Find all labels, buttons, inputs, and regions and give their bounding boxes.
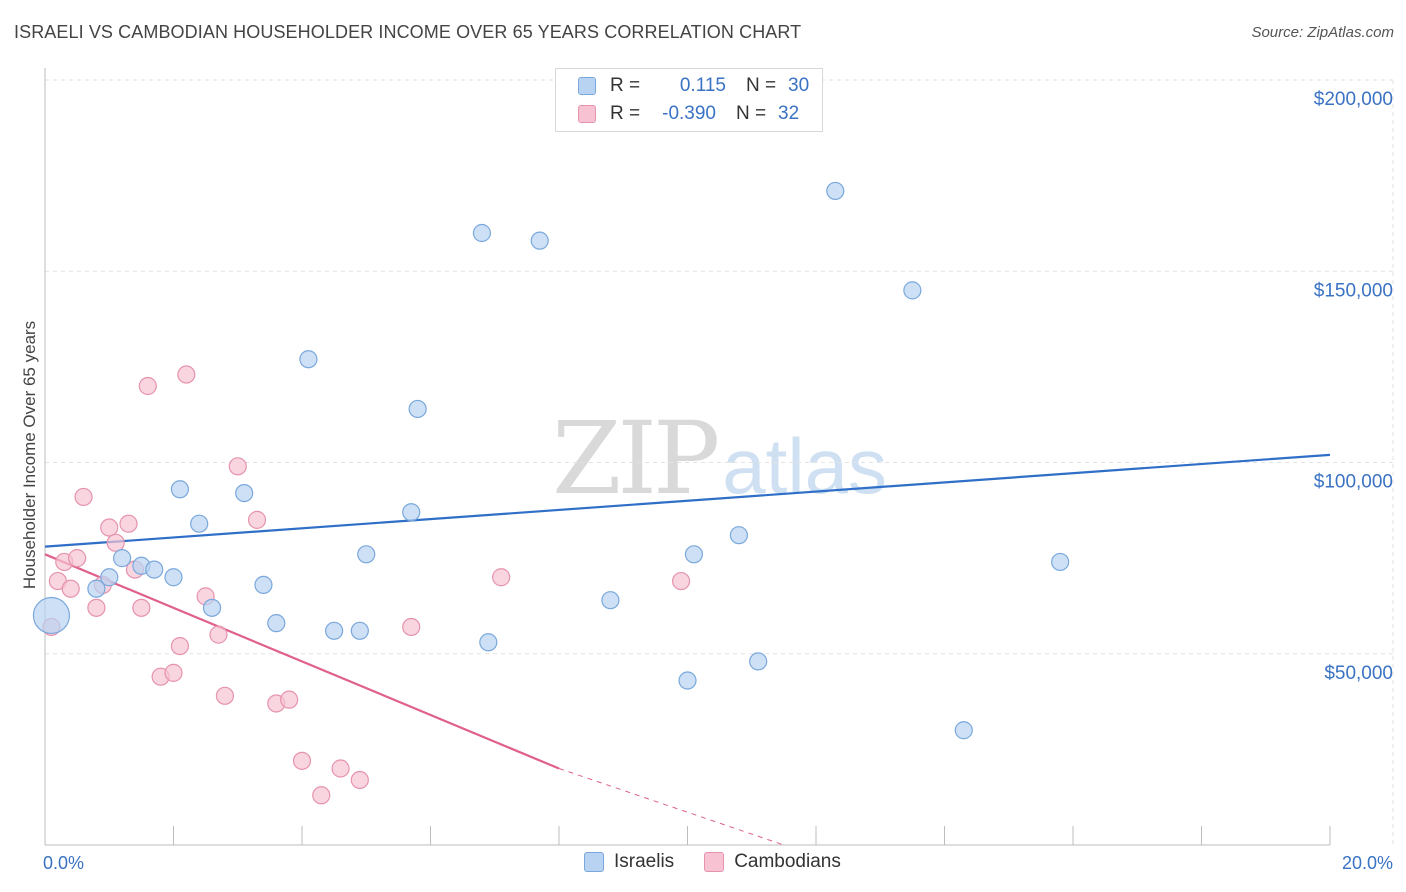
y-tick-label: $150,000: [1314, 280, 1393, 301]
israelis-point: [202, 598, 222, 617]
israelis-point: [164, 568, 183, 587]
watermark-zip: ZIP: [552, 400, 720, 517]
watermark: ZIPatlas: [552, 400, 887, 517]
israelis-point: [235, 484, 254, 503]
cambodians-point: [215, 686, 234, 705]
israelis-point: [1051, 552, 1070, 572]
israelis-swatch: [578, 77, 596, 95]
israelis-point: [170, 480, 190, 499]
cambodians-point: [331, 759, 350, 778]
cambodians-legend-swatch: [704, 852, 725, 872]
israelis-point: [408, 399, 427, 419]
cambodians-point: [312, 786, 331, 805]
israelis-point: [350, 621, 369, 640]
cambodians-point: [119, 514, 138, 533]
israelis-point: [903, 281, 922, 300]
series-legend: Israelis Cambodians: [584, 851, 871, 873]
cambodians-point: [671, 571, 691, 591]
cambodians-point: [164, 663, 183, 682]
legend-row-israelis: R = 0.115 N = 30: [578, 73, 809, 99]
israelis-point: [100, 568, 119, 587]
israelis-point: [678, 671, 697, 690]
legend-r-label: R =: [610, 103, 641, 124]
israelis-point: [254, 575, 273, 595]
cambodians-point: [61, 579, 80, 598]
israelis-point: [325, 621, 344, 640]
cambodians-trend-extension: [558, 768, 785, 846]
cambodians-point: [138, 376, 157, 396]
legend-n-label: N =: [736, 103, 767, 124]
cambodians-point: [106, 533, 125, 552]
cambodians-point: [132, 598, 151, 617]
y-tick-label: $200,000: [1314, 89, 1393, 110]
israelis-point: [826, 181, 845, 201]
israelis-point: [145, 560, 164, 579]
israelis-point: [530, 231, 549, 250]
cambodians-swatch: [578, 105, 596, 123]
legend-item-israelis[interactable]: Israelis: [584, 851, 674, 873]
cambodians-legend-label: Cambodians: [734, 851, 841, 872]
israelis-legend-label: Israelis: [614, 851, 675, 872]
cambodians-point: [209, 625, 228, 644]
cambodians-trend-line: [44, 553, 560, 770]
israelis-point: [954, 721, 973, 740]
israelis-point: [357, 545, 376, 564]
trend-lines: [44, 453, 1331, 846]
x-tick-label: 20.0%: [1342, 853, 1393, 873]
tick-labels: $50,000 $100,000 $150,000 $200,000 0.0% 20.0%: [43, 89, 1393, 873]
cambodians-point: [280, 690, 299, 709]
cambodians-point: [492, 568, 511, 587]
cambodians-point: [87, 598, 106, 617]
y-tick-label: $50,000: [1324, 663, 1393, 684]
israelis-point: [684, 545, 704, 564]
israelis-point: [601, 591, 620, 610]
israelis-point: [32, 596, 71, 635]
cambodians-point: [228, 457, 247, 476]
israelis-trend-line: [44, 453, 1331, 548]
israelis-point: [479, 633, 498, 652]
cambodians-point: [247, 510, 267, 529]
cambodians-point: [177, 365, 196, 384]
legend-n-value: 32: [778, 103, 800, 124]
cambodians-point: [350, 770, 369, 790]
israelis-point: [749, 652, 768, 671]
grid: [45, 79, 1395, 845]
cambodians-point: [74, 487, 93, 507]
legend-n-value: 30: [788, 75, 810, 96]
israelis-point: [472, 223, 491, 243]
axes: [44, 68, 1331, 846]
israelis-point: [112, 549, 132, 568]
cambodians-point: [402, 617, 421, 637]
israelis-point: [267, 614, 286, 633]
y-axis-title: Householder Income Over 65 years: [20, 321, 39, 589]
israelis-point: [729, 526, 749, 545]
legend-row-cambodians: R = -0.390 N = 32: [578, 101, 799, 127]
legend-n-label: N =: [746, 75, 777, 96]
legend-r-value: -0.390: [662, 103, 716, 124]
legend-r-label: R =: [610, 75, 641, 96]
legend-item-cambodians[interactable]: Cambodians: [704, 851, 841, 873]
cambodians-point: [68, 549, 87, 568]
x-tick-label: 0.0%: [43, 853, 84, 873]
israelis-point: [87, 579, 106, 598]
source-label: Source: ZipAtlas.com: [1251, 24, 1394, 41]
israelis-legend-swatch: [584, 852, 604, 872]
israelis-point: [190, 514, 209, 533]
y-tick-label: $100,000: [1314, 472, 1393, 493]
israelis-point: [402, 503, 421, 522]
correlation-legend: R = 0.115 N = 30 R = -0.390 N = 32: [555, 68, 823, 132]
cambodians-point: [170, 636, 190, 656]
cambodians-point: [292, 751, 312, 770]
chart-title: ISRAELI VS CAMBODIAN HOUSEHOLDER INCOME …: [14, 22, 802, 42]
israelis-point: [299, 350, 318, 369]
data-points: [32, 181, 1070, 805]
cambodians-point: [100, 518, 119, 537]
legend-r-value: 0.115: [679, 75, 726, 96]
